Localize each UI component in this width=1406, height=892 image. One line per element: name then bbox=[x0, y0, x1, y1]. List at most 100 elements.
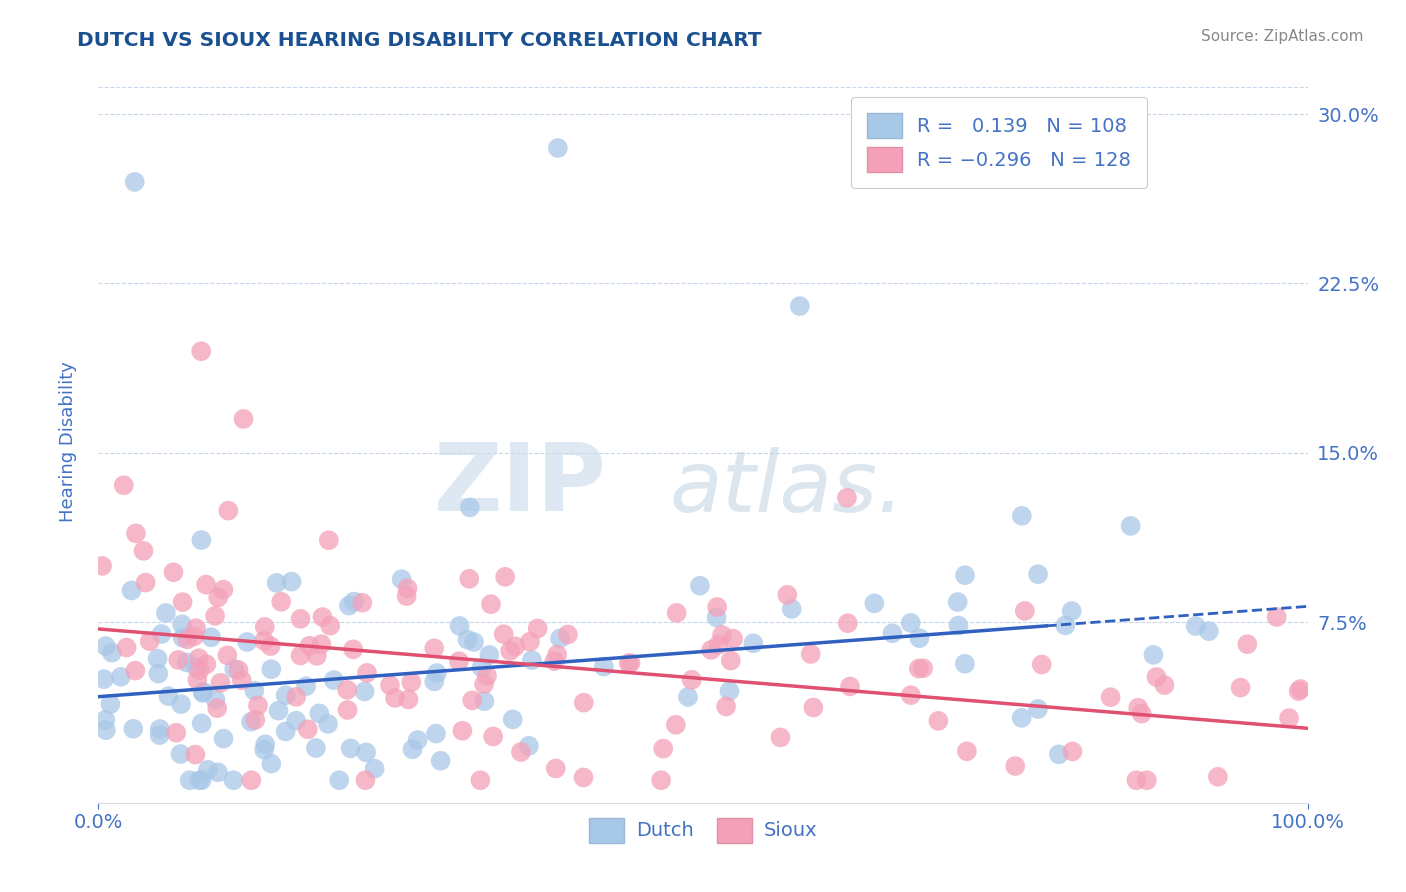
Point bbox=[425, 726, 447, 740]
Point bbox=[519, 634, 541, 648]
Point bbox=[1142, 648, 1164, 662]
Point bbox=[391, 572, 413, 586]
Point bbox=[472, 677, 495, 691]
Point bbox=[149, 722, 172, 736]
Point bbox=[232, 412, 254, 426]
Point bbox=[423, 641, 446, 656]
Point bbox=[426, 666, 449, 681]
Point bbox=[474, 694, 496, 708]
Point bbox=[544, 761, 567, 775]
Point bbox=[91, 558, 114, 573]
Point bbox=[502, 713, 524, 727]
Point bbox=[183, 629, 205, 643]
Point bbox=[592, 659, 614, 673]
Text: atlas.: atlas. bbox=[669, 447, 905, 530]
Point bbox=[305, 648, 328, 663]
Point bbox=[882, 626, 904, 640]
Point bbox=[308, 706, 330, 721]
Point bbox=[378, 678, 401, 692]
Text: Source: ZipAtlas.com: Source: ZipAtlas.com bbox=[1201, 29, 1364, 45]
Point bbox=[908, 631, 931, 645]
Point bbox=[953, 657, 976, 671]
Point bbox=[339, 741, 361, 756]
Point bbox=[247, 698, 270, 713]
Legend: Dutch, Sioux: Dutch, Sioux bbox=[574, 802, 832, 858]
Point bbox=[190, 344, 212, 359]
Point bbox=[801, 700, 824, 714]
Point bbox=[706, 610, 728, 624]
Point bbox=[352, 596, 374, 610]
Point bbox=[204, 608, 226, 623]
Point bbox=[274, 688, 297, 702]
Point bbox=[492, 627, 515, 641]
Point bbox=[193, 685, 215, 699]
Point bbox=[94, 639, 117, 653]
Point bbox=[721, 632, 744, 646]
Point bbox=[451, 723, 474, 738]
Point bbox=[1054, 618, 1077, 632]
Point bbox=[179, 773, 201, 788]
Point bbox=[406, 733, 429, 747]
Point bbox=[471, 660, 494, 674]
Point bbox=[110, 670, 132, 684]
Point bbox=[207, 765, 229, 780]
Point bbox=[205, 701, 228, 715]
Point bbox=[305, 741, 328, 756]
Point bbox=[240, 773, 263, 788]
Point bbox=[711, 628, 734, 642]
Point bbox=[517, 739, 540, 753]
Point bbox=[396, 582, 419, 596]
Point bbox=[478, 648, 501, 662]
Point bbox=[1153, 678, 1175, 692]
Point bbox=[240, 714, 263, 729]
Point bbox=[526, 622, 548, 636]
Point bbox=[209, 675, 232, 690]
Point bbox=[94, 713, 117, 727]
Point bbox=[479, 597, 502, 611]
Point bbox=[714, 699, 737, 714]
Point bbox=[101, 646, 124, 660]
Point bbox=[398, 692, 420, 706]
Point bbox=[900, 615, 922, 630]
Point bbox=[780, 602, 803, 616]
Point bbox=[1031, 657, 1053, 672]
Point bbox=[839, 680, 862, 694]
Point bbox=[217, 648, 239, 663]
Point bbox=[1060, 604, 1083, 618]
Point bbox=[132, 544, 155, 558]
Point bbox=[135, 575, 157, 590]
Point bbox=[1136, 773, 1159, 788]
Point bbox=[429, 754, 451, 768]
Point bbox=[953, 568, 976, 582]
Point bbox=[149, 728, 172, 742]
Text: DUTCH VS SIOUX HEARING DISABILITY CORRELATION CHART: DUTCH VS SIOUX HEARING DISABILITY CORREL… bbox=[77, 31, 762, 50]
Point bbox=[195, 657, 218, 672]
Point bbox=[1004, 759, 1026, 773]
Point bbox=[184, 747, 207, 762]
Point bbox=[285, 714, 308, 728]
Point bbox=[318, 533, 340, 548]
Point bbox=[354, 745, 377, 759]
Point bbox=[115, 640, 138, 655]
Point bbox=[267, 704, 290, 718]
Point bbox=[1014, 604, 1036, 618]
Point bbox=[1289, 681, 1312, 696]
Point bbox=[290, 648, 312, 663]
Point bbox=[356, 665, 378, 680]
Point bbox=[769, 731, 792, 745]
Point bbox=[170, 697, 193, 711]
Point bbox=[176, 656, 198, 670]
Point bbox=[94, 723, 117, 738]
Point bbox=[297, 723, 319, 737]
Point bbox=[1278, 711, 1301, 725]
Point bbox=[546, 648, 568, 662]
Point bbox=[165, 725, 187, 739]
Point bbox=[1184, 619, 1206, 633]
Point bbox=[718, 684, 741, 698]
Point bbox=[274, 724, 297, 739]
Point bbox=[789, 299, 811, 313]
Point bbox=[1130, 706, 1153, 721]
Point bbox=[676, 690, 699, 704]
Point bbox=[295, 679, 318, 693]
Point bbox=[1146, 670, 1168, 684]
